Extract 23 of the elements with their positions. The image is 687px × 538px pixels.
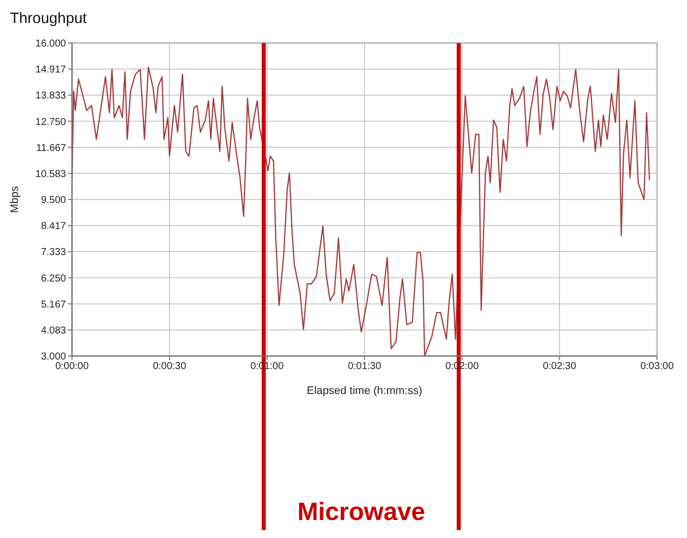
y-tick-label: 9.500 xyxy=(40,195,66,206)
text: Microwave xyxy=(297,498,426,526)
y-tick-label: 5.167 xyxy=(40,299,66,310)
y-tick-label: 14.917 xyxy=(35,64,66,76)
y-tick-label: 7.333 xyxy=(40,247,66,258)
x-tick-label: 0:02:30 xyxy=(542,361,577,372)
line-series xyxy=(72,66,650,356)
y-tick-label: 12.750 xyxy=(35,116,66,128)
y-tick-label: 4.083 xyxy=(40,325,66,336)
y-tick-label: 3.000 xyxy=(40,352,66,363)
x-tick-label: 0:00:30 xyxy=(152,361,187,372)
y-tick-label: 11.667 xyxy=(36,142,66,154)
x-tick-label: 0:03:00 xyxy=(640,361,674,372)
y-tick-label: 10.583 xyxy=(35,168,66,180)
y-axis-title: Mbps xyxy=(8,186,21,213)
y-tick-label: 13.833 xyxy=(35,90,66,102)
chart-title: Throughput xyxy=(10,10,87,27)
y-tick-label: 6.250 xyxy=(40,273,66,284)
y-tick-label: 8.417 xyxy=(40,221,66,232)
x-tick-label: 0:00:00 xyxy=(55,361,90,372)
y-tick-label: 16.000 xyxy=(35,38,66,50)
x-tick-label: 0:01:30 xyxy=(348,361,382,372)
x-axis-title: Elapsed time (h:mm:ss) xyxy=(306,385,422,397)
